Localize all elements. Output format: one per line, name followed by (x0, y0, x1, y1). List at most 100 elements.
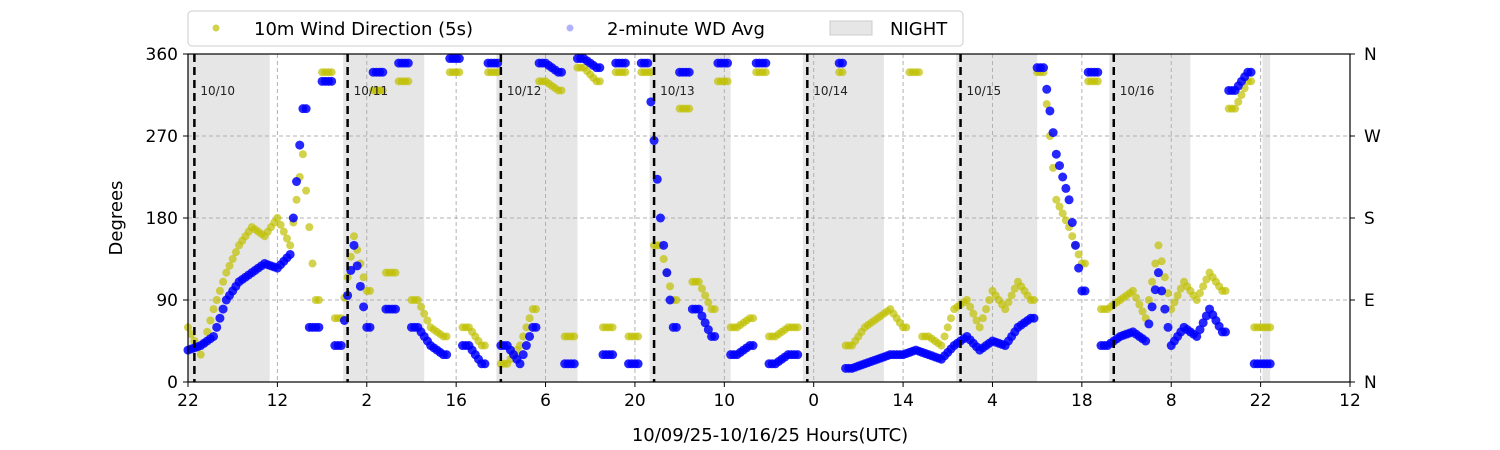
wd-avg-point (569, 359, 579, 369)
wd-point (203, 327, 212, 336)
wd-point (982, 305, 991, 314)
wd-point (308, 259, 317, 268)
wd-point (710, 305, 719, 314)
x-tick-label: 20 (624, 391, 646, 411)
wd-avg-point (1061, 183, 1071, 193)
wd-avg-point (1246, 67, 1256, 77)
legend: 10m Wind Direction (5s) 2-minute WD Avg … (187, 10, 964, 47)
y-right-tick-label: N (1364, 45, 1377, 65)
wd-avg-point (700, 318, 710, 328)
wd-point (570, 332, 579, 341)
wd-point (378, 86, 387, 95)
wd-avg-point (723, 58, 732, 68)
wd-point (480, 341, 489, 350)
wd-point (694, 277, 703, 286)
x-tick-label: 12 (1339, 391, 1361, 411)
wd-point (946, 314, 955, 323)
legend-marker-avg (566, 24, 574, 32)
wd-point (1001, 305, 1010, 314)
wd-avg-point (671, 322, 681, 332)
wd-avg-point (662, 268, 672, 278)
wd-avg-point (480, 359, 490, 369)
y-axis-label: Degrees (106, 181, 127, 256)
wd-point (793, 323, 802, 332)
wd-point (1234, 97, 1243, 106)
wd-point (1135, 300, 1144, 309)
wd-point (1148, 277, 1157, 286)
wd-avg-point (793, 350, 803, 360)
wd-avg-point (314, 322, 324, 332)
x-tick-label: 4 (987, 391, 998, 411)
wd-avg-point (215, 313, 225, 323)
wd-point (1160, 273, 1169, 282)
x-tick-label: 10 (713, 391, 735, 411)
wd-avg-point (1048, 128, 1058, 138)
wd-point (685, 104, 694, 113)
wd-avg-point (710, 331, 720, 341)
y-right-tick-label: W (1364, 127, 1381, 147)
day-marker-label: 10/11 (354, 84, 389, 98)
wd-avg-point (633, 359, 643, 369)
wd-point (838, 68, 847, 77)
wd-point (1151, 259, 1160, 268)
wd-point (966, 302, 975, 311)
wd-point (314, 296, 323, 304)
y-right-tick-label: N (1364, 373, 1377, 393)
wd-avg-point (365, 322, 375, 332)
day-marker-label: 10/13 (660, 84, 695, 98)
wd-point (305, 223, 314, 232)
wd-avg-point (518, 350, 528, 360)
wd-point (1154, 241, 1163, 250)
wd-point (1081, 259, 1090, 268)
wd-point (442, 332, 451, 341)
x-tick-label: 12 (267, 391, 289, 411)
wd-point (1029, 296, 1038, 304)
wd-point (1132, 293, 1141, 302)
wd-point (1237, 91, 1246, 99)
wd-avg-point (1157, 286, 1167, 296)
wd-avg-point (1042, 84, 1052, 94)
day-marker-label: 10/12 (507, 84, 542, 98)
x-tick-label: 22 (1250, 391, 1272, 411)
wd-point (298, 150, 307, 159)
wd-avg-point (1160, 304, 1170, 314)
wd-avg-point (1192, 331, 1202, 341)
y-right-tick-label: S (1364, 209, 1375, 229)
wd-point (672, 296, 681, 304)
wd-avg-point (649, 136, 659, 146)
legend-label-night: NIGHT (890, 19, 948, 40)
wd-point (359, 273, 368, 282)
y-tick-label: 360 (146, 45, 178, 65)
x-axis-label: 10/09/25-10/16/25 Hours(UTC) (632, 425, 908, 446)
wd-point (962, 296, 971, 304)
wd-avg-point (209, 331, 219, 341)
wd-point (940, 332, 949, 341)
wd-point (219, 277, 228, 286)
wd-avg-point (1055, 161, 1064, 171)
wd-avg-point (761, 58, 771, 68)
wd-avg-point (643, 58, 653, 68)
wd-avg-point (748, 341, 758, 351)
wd-avg-point (1039, 63, 1049, 73)
x-tick-label: 8 (1166, 391, 1177, 411)
wd-point (634, 332, 643, 341)
wd-avg-point (684, 67, 694, 77)
wd-point (749, 314, 758, 323)
wd-avg-point (378, 67, 388, 77)
y-tick-label: 180 (146, 209, 178, 229)
wd-point (222, 268, 231, 277)
legend-marker-night (829, 20, 873, 36)
wd-point (276, 220, 285, 229)
wd-point (1167, 305, 1176, 314)
wd-point (413, 296, 422, 304)
wd-point (212, 296, 221, 304)
wd-point (666, 282, 675, 291)
wd-point (292, 195, 301, 204)
x-tick-label: 2 (361, 391, 372, 411)
wd-point (978, 314, 987, 323)
wd-avg-point (1265, 359, 1275, 369)
wd-point (1144, 296, 1153, 304)
wd-avg-point (1058, 172, 1068, 182)
wd-point (723, 77, 732, 86)
wd-avg-point (403, 58, 413, 68)
